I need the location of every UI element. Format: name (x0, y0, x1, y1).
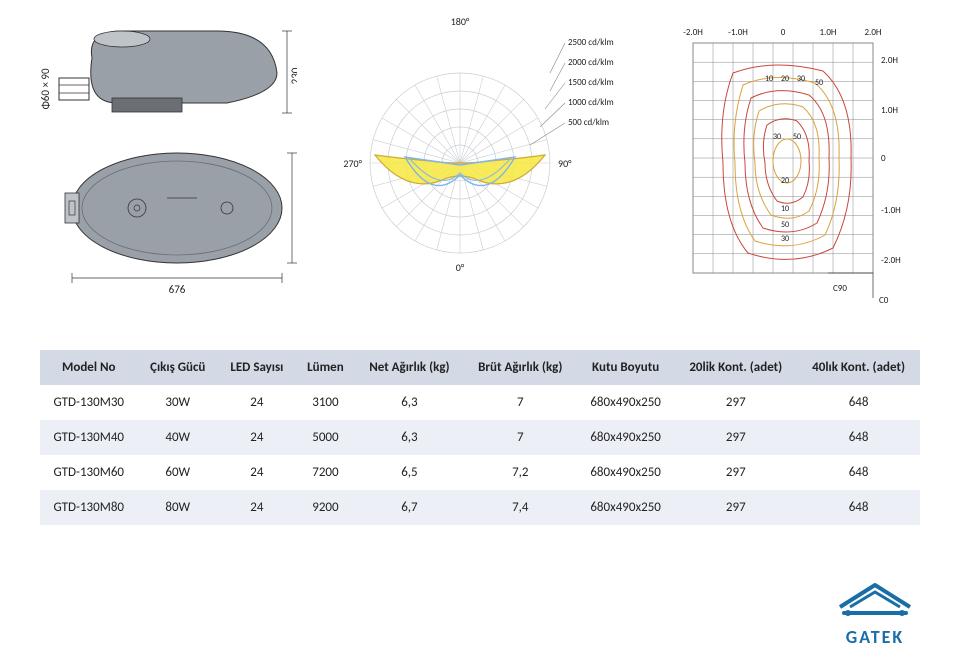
iso-y-4: -2.0H (881, 255, 901, 266)
table-cell: 7,4 (464, 490, 577, 525)
polar-ring-1: 2000 cd/klm (568, 57, 614, 68)
table-row: GTD-130M3030W2431006,37680x490x250297648 (40, 385, 920, 420)
table-cell: 24 (218, 385, 296, 420)
table-cell: 6,3 (355, 385, 464, 420)
polar-angle-left: 270° (343, 157, 362, 170)
iso-val-3: 50 (815, 78, 823, 88)
dim-diameter-label: Φ60 × 90 (39, 68, 52, 110)
dim-height-label: 230 (289, 67, 297, 84)
iso-c0: C0 (879, 295, 889, 306)
iso-val-1: 20 (781, 74, 789, 84)
col-gross-weight: Brüt Ağırlık (kg) (464, 350, 577, 385)
col-net-weight: Net Ağırlık (kg) (355, 350, 464, 385)
table-cell: 60W (138, 455, 218, 490)
table-cell: 297 (674, 455, 797, 490)
iso-val-5: 50 (793, 132, 801, 142)
iso-y-0: 2.0H (881, 55, 898, 66)
dimensional-svg: 230 Φ60 × 90 676 (37, 13, 297, 313)
polar-svg: 180° 90° 0° 270° 2500 cd/klm 2000 cd/klm… (330, 13, 630, 313)
iso-x-3: 1.0H (820, 27, 837, 38)
iso-x-2: 0 (781, 27, 786, 38)
polar-angle-bottom: 0° (456, 261, 465, 274)
iso-val-2: 30 (797, 74, 805, 84)
table-cell: 648 (797, 385, 920, 420)
dim-width-label: 676 (168, 283, 185, 296)
table-cell: 5000 (296, 420, 355, 455)
table-cell: 648 (797, 455, 920, 490)
polar-diagram: 180° 90° 0° 270° 2500 cd/klm 2000 cd/klm… (330, 13, 630, 318)
table-cell: 30W (138, 385, 218, 420)
polar-ring-3: 1000 cd/klm (568, 97, 614, 108)
table-cell: 24 (218, 420, 296, 455)
table-cell: 297 (674, 490, 797, 525)
table-cell: 680x490x250 (577, 455, 675, 490)
iso-x-4: 2.0H (865, 27, 882, 38)
table-cell: GTD-130M40 (40, 420, 138, 455)
dim-depth-label: 300 (295, 199, 297, 216)
iso-y-2: 0 (881, 153, 886, 164)
table-cell: GTD-130M60 (40, 455, 138, 490)
polar-angle-right: 90° (558, 157, 572, 170)
table-cell: 9200 (296, 490, 355, 525)
table-cell: 24 (218, 490, 296, 525)
iso-val-7: 10 (781, 204, 789, 214)
iso-x-1: -1.0H (728, 27, 748, 38)
table-cell: 6,5 (355, 455, 464, 490)
table-cell: 680x490x250 (577, 490, 675, 525)
spec-table: Model No Çıkış Gücü LED Sayısı Lümen Net… (40, 350, 920, 525)
table-cell: 7 (464, 420, 577, 455)
col-power: Çıkış Gücü (138, 350, 218, 385)
table-cell: 648 (797, 420, 920, 455)
iso-val-6: 20 (781, 176, 789, 186)
table-cell: 297 (674, 420, 797, 455)
col-40-container: 40lık Kont. (adet) (797, 350, 920, 385)
col-model: Model No (40, 350, 138, 385)
dimensional-drawings: 230 Φ60 × 90 676 (37, 13, 297, 318)
table-cell: 7 (464, 385, 577, 420)
table-cell: 24 (218, 455, 296, 490)
iso-c90: C90 (833, 283, 847, 294)
table-cell: 7,2 (464, 455, 577, 490)
iso-y-1: 1.0H (881, 105, 898, 116)
diagrams-row: 230 Φ60 × 90 676 (0, 0, 960, 330)
table-row: GTD-130M4040W2450006,37680x490x250297648 (40, 420, 920, 455)
iso-val-8: 50 (781, 220, 789, 230)
brand-logo: GATEK (830, 579, 920, 648)
isolux-svg: 10 20 30 50 30 50 20 10 50 30 -2.0H -1.0… (663, 13, 923, 313)
col-box-size: Kutu Boyutu (577, 350, 675, 385)
logo-text: GATEK (830, 626, 920, 648)
table-row: GTD-130M6060W2472006,57,2680x490x2502976… (40, 455, 920, 490)
table-cell: 40W (138, 420, 218, 455)
col-lumen: Lümen (296, 350, 355, 385)
polar-ring-2: 1500 cd/klm (568, 77, 614, 88)
iso-val-4: 30 (773, 132, 781, 142)
iso-x-0: -2.0H (683, 27, 703, 38)
table-cell: 7200 (296, 455, 355, 490)
col-20-container: 20lik Kont. (adet) (674, 350, 797, 385)
polar-angle-top: 180° (451, 15, 470, 28)
col-led-count: LED Sayısı (218, 350, 296, 385)
logo-icon (830, 579, 920, 619)
iso-val-9: 30 (781, 234, 789, 244)
table-cell: 680x490x250 (577, 385, 675, 420)
table-body: GTD-130M3030W2431006,37680x490x250297648… (40, 385, 920, 525)
iso-val-0: 10 (765, 74, 773, 84)
table-cell: 648 (797, 490, 920, 525)
table-cell: 297 (674, 385, 797, 420)
iso-y-3: -1.0H (881, 205, 901, 216)
table-row: GTD-130M8080W2492006,77,4680x490x2502976… (40, 490, 920, 525)
table-cell: 6,3 (355, 420, 464, 455)
polar-ring-0: 2500 cd/klm (568, 37, 614, 48)
isolux-diagram: 10 20 30 50 30 50 20 10 50 30 -2.0H -1.0… (663, 13, 923, 318)
table-cell: 6,7 (355, 490, 464, 525)
table-cell: 680x490x250 (577, 420, 675, 455)
table-cell: GTD-130M30 (40, 385, 138, 420)
table-cell: 80W (138, 490, 218, 525)
polar-ring-4: 500 cd/klm (568, 117, 609, 128)
table-cell: 3100 (296, 385, 355, 420)
table-cell: GTD-130M80 (40, 490, 138, 525)
table-header: Model No Çıkış Gücü LED Sayısı Lümen Net… (40, 350, 920, 385)
